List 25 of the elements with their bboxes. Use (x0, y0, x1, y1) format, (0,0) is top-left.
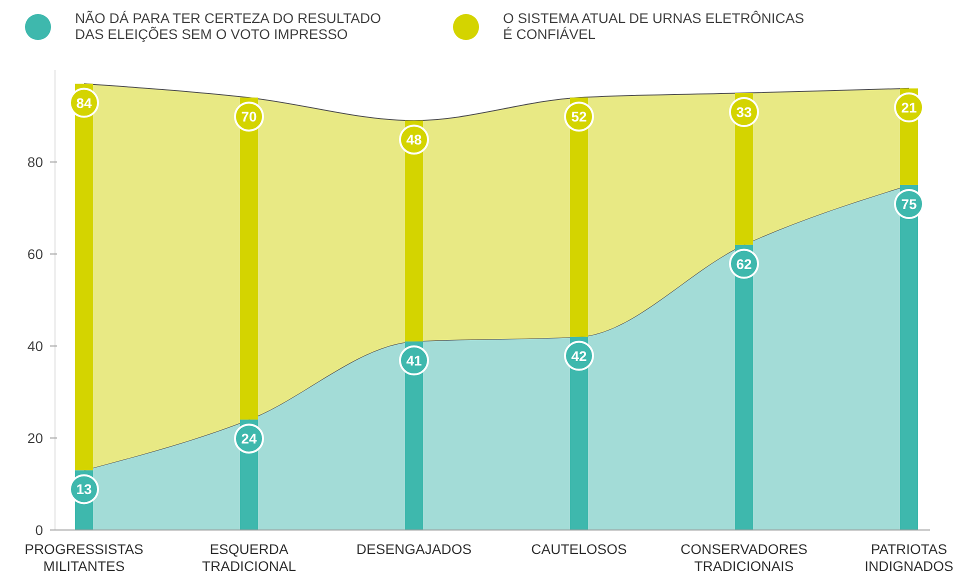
data-label: 21 (901, 99, 917, 116)
data-label: 75 (901, 196, 917, 212)
x-tick-label: CONSERVADORES TRADICIONAIS (680, 541, 808, 574)
legend-label: O SISTEMA ATUAL DE URNAS ELETRÔNICAS É CONFIÁVEL (503, 10, 804, 42)
x-tick-label: PROGRESSISTAS MILITANTES (24, 541, 144, 574)
data-label: 24 (241, 430, 257, 447)
data-label: 41 (406, 352, 422, 368)
y-tick-label: 0 (35, 522, 44, 538)
legend-label: NÃO DÁ PARA TER CERTEZA DO RESULTADO DAS ELEIÇÕES SEM O VOTO IMPRESSO (75, 10, 382, 42)
data-label: 62 (736, 256, 752, 272)
data-label: 70 (241, 108, 257, 125)
data-label: 42 (571, 348, 587, 364)
y-tick-label: 80 (27, 154, 44, 170)
y-tick-label: 20 (27, 430, 44, 446)
y-tick-label: 60 (27, 246, 44, 262)
x-tick-label: ESQUERDA TRADICIONAL (202, 541, 296, 574)
x-tick-label: CAUTELOSOS (531, 541, 627, 557)
x-tick-label: PATRIOTAS INDIGNADOS (864, 541, 954, 574)
data-label: 33 (736, 104, 752, 120)
x-tick-label: DESENGAJADOS (356, 541, 472, 557)
data-label: 13 (76, 481, 92, 498)
data-label: 52 (571, 108, 587, 125)
y-tick-label: 40 (27, 338, 44, 354)
data-label: 84 (76, 94, 92, 111)
data-label: 48 (406, 132, 422, 148)
